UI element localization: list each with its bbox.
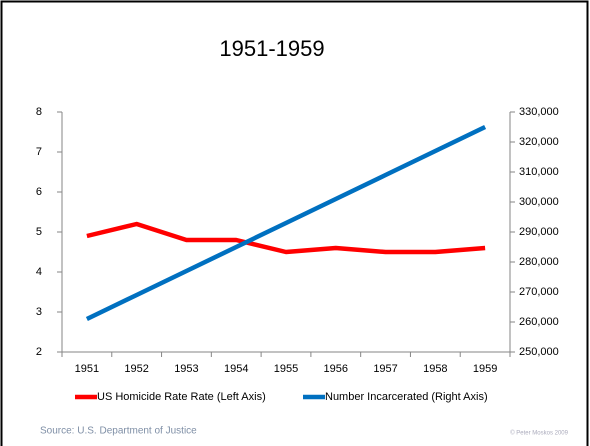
x-tick-label: 1955 (274, 363, 298, 375)
y2-tick-label: 280,000 (519, 256, 559, 268)
y-tick-label: 3 (36, 306, 42, 318)
y2-tick-label: 260,000 (519, 316, 559, 328)
y2-tick-label: 330,000 (519, 106, 559, 118)
x-tick-label: 1958 (423, 363, 447, 375)
y-tick-label: 6 (36, 186, 42, 198)
y2-tick-label: 290,000 (519, 226, 559, 238)
y2-tick-label: 250,000 (519, 346, 559, 358)
series-line (85, 124, 487, 322)
y-tick-label: 2 (36, 346, 42, 358)
series-line (86, 221, 486, 255)
legend-label: US Homicide Rate Rate (Left Axis) (97, 391, 266, 403)
y-tick-label: 8 (36, 106, 42, 118)
x-tick-label: 1957 (373, 363, 397, 375)
y2-tick-label: 300,000 (519, 196, 559, 208)
y2-tick-label: 270,000 (519, 286, 559, 298)
x-tick-label: 1951 (75, 363, 99, 375)
chart-title: 1951-1959 (219, 36, 324, 61)
x-tick-label: 1959 (473, 363, 497, 375)
y-tick-label: 5 (36, 226, 42, 238)
source: Source: U.S. Department of Justice (40, 426, 197, 437)
y2-tick-label: 320,000 (519, 136, 559, 148)
x-tick-label: 1954 (224, 363, 248, 375)
credit: © Peter Moskos 2009 (510, 430, 568, 437)
x-tick-label: 1956 (324, 363, 348, 375)
x-tick-label: 1953 (174, 363, 198, 375)
legend-label: Number Incarcerated (Right Axis) (325, 391, 488, 403)
y-tick-label: 4 (36, 266, 42, 278)
x-tick-label: 1952 (124, 363, 148, 375)
y2-tick-label: 310,000 (519, 166, 559, 178)
y-tick-label: 7 (36, 146, 42, 158)
